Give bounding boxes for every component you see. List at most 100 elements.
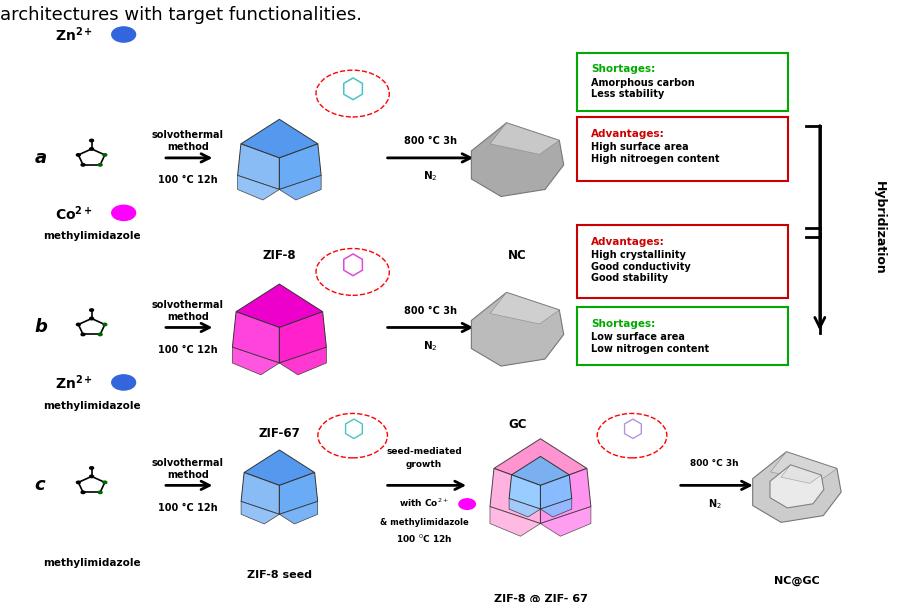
Polygon shape: [241, 501, 279, 524]
Polygon shape: [490, 293, 560, 324]
Polygon shape: [279, 501, 318, 524]
Text: 100 $^0$C 12h: 100 $^0$C 12h: [396, 532, 453, 545]
Circle shape: [98, 164, 102, 166]
Text: methylimidazole: methylimidazole: [43, 559, 140, 568]
Circle shape: [90, 317, 93, 320]
Text: growth: growth: [406, 460, 442, 469]
Text: NC: NC: [508, 249, 527, 261]
Polygon shape: [236, 284, 322, 327]
Circle shape: [103, 481, 107, 483]
Text: Amorphous carbon
Less stability: Amorphous carbon Less stability: [591, 78, 694, 99]
Text: Shortages:: Shortages:: [591, 64, 655, 74]
Circle shape: [103, 154, 107, 156]
Text: solvothermal: solvothermal: [152, 300, 224, 310]
Text: N$_2$: N$_2$: [423, 339, 438, 353]
Text: High crystallinity
Good conductivity
Good stability: High crystallinity Good conductivity Goo…: [591, 250, 691, 284]
Circle shape: [98, 333, 102, 336]
Text: Advantages:: Advantages:: [591, 237, 665, 247]
Text: methylimidazole: methylimidazole: [43, 400, 140, 411]
Circle shape: [76, 323, 81, 326]
Polygon shape: [472, 293, 563, 366]
Circle shape: [76, 154, 81, 156]
Polygon shape: [540, 498, 572, 517]
Circle shape: [103, 323, 107, 326]
Polygon shape: [490, 506, 540, 536]
Text: method: method: [167, 142, 209, 152]
Text: ⬡: ⬡: [341, 252, 365, 280]
Text: ZIF-8 seed: ZIF-8 seed: [247, 570, 311, 580]
Text: Low surface area
Low nitrogen content: Low surface area Low nitrogen content: [591, 332, 709, 354]
Polygon shape: [279, 347, 326, 375]
Text: $\mathbf{Co^{2+}}$: $\mathbf{Co^{2+}}$: [55, 204, 93, 223]
Text: ZIF-67: ZIF-67: [258, 427, 300, 440]
Circle shape: [90, 139, 93, 141]
Polygon shape: [244, 450, 314, 485]
Polygon shape: [490, 123, 560, 154]
Circle shape: [90, 309, 93, 311]
Text: GC: GC: [508, 418, 527, 431]
Polygon shape: [540, 468, 591, 524]
Polygon shape: [490, 468, 540, 524]
FancyBboxPatch shape: [577, 52, 788, 111]
Text: architectures with target functionalities.: architectures with target functionalitie…: [0, 6, 362, 24]
Text: 100 °C 12h: 100 °C 12h: [158, 503, 218, 513]
Polygon shape: [509, 475, 540, 509]
Text: methylimidazole: methylimidazole: [43, 231, 140, 241]
Polygon shape: [770, 465, 823, 508]
Polygon shape: [494, 439, 587, 485]
Text: method: method: [167, 470, 209, 480]
Text: & methylimidazole: & methylimidazole: [380, 518, 468, 527]
Polygon shape: [279, 144, 322, 190]
Circle shape: [112, 205, 136, 220]
Text: ⬡: ⬡: [342, 418, 364, 442]
Text: c: c: [35, 476, 46, 494]
Circle shape: [76, 481, 81, 483]
Polygon shape: [279, 175, 322, 200]
Text: ⬡: ⬡: [341, 76, 365, 105]
Polygon shape: [241, 473, 279, 514]
Text: ⬡: ⬡: [621, 418, 643, 442]
Circle shape: [90, 147, 93, 150]
Circle shape: [82, 333, 85, 336]
Circle shape: [90, 467, 93, 469]
Text: $\mathbf{Zn^{2+}}$: $\mathbf{Zn^{2+}}$: [55, 26, 93, 45]
Polygon shape: [233, 347, 279, 375]
Text: a: a: [35, 149, 47, 167]
Circle shape: [98, 491, 102, 494]
Polygon shape: [237, 175, 279, 200]
Text: method: method: [167, 312, 209, 321]
Circle shape: [82, 164, 85, 166]
Text: Hybridization: Hybridization: [873, 181, 886, 275]
Text: 100 °C 12h: 100 °C 12h: [158, 175, 218, 185]
Polygon shape: [770, 452, 837, 482]
Text: ZIF-8 @ ZIF- 67: ZIF-8 @ ZIF- 67: [494, 594, 587, 602]
Polygon shape: [540, 475, 572, 509]
Polygon shape: [472, 123, 563, 196]
Polygon shape: [540, 506, 591, 536]
Text: 800 °C 3h: 800 °C 3h: [404, 136, 457, 146]
FancyBboxPatch shape: [577, 307, 788, 365]
Text: N$_2$: N$_2$: [707, 497, 722, 511]
Circle shape: [459, 499, 475, 509]
Text: seed-mediated: seed-mediated: [387, 447, 462, 456]
Polygon shape: [509, 498, 540, 517]
Circle shape: [82, 491, 85, 494]
Text: Shortages:: Shortages:: [591, 318, 655, 329]
Polygon shape: [279, 312, 326, 363]
Text: Advantages:: Advantages:: [591, 129, 665, 138]
Polygon shape: [241, 119, 318, 158]
FancyBboxPatch shape: [577, 117, 788, 181]
Text: N$_2$: N$_2$: [423, 170, 438, 184]
Text: $\mathbf{Zn^{2+}}$: $\mathbf{Zn^{2+}}$: [55, 374, 93, 393]
Text: solvothermal: solvothermal: [152, 131, 224, 140]
Text: 800 °C 3h: 800 °C 3h: [690, 459, 739, 468]
Text: 100 °C 12h: 100 °C 12h: [158, 345, 218, 355]
Polygon shape: [233, 312, 279, 363]
Text: 800 °C 3h: 800 °C 3h: [404, 306, 457, 316]
Circle shape: [112, 375, 136, 390]
Text: b: b: [35, 318, 48, 337]
Text: solvothermal: solvothermal: [152, 458, 224, 468]
Text: with Co$^{2+}$: with Co$^{2+}$: [399, 497, 449, 509]
Polygon shape: [780, 465, 822, 483]
Text: NC@GC: NC@GC: [774, 576, 820, 586]
